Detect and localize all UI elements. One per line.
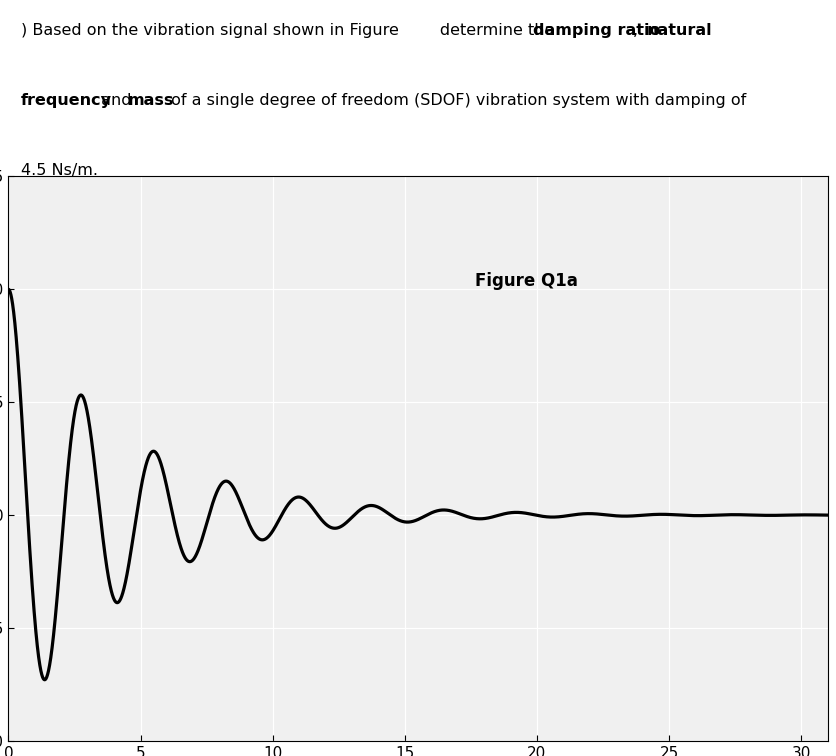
Text: mass: mass bbox=[128, 92, 175, 107]
Text: and: and bbox=[96, 92, 136, 107]
Text: frequency: frequency bbox=[21, 92, 112, 107]
Text: natural: natural bbox=[646, 23, 712, 39]
Text: Figure Q1a: Figure Q1a bbox=[476, 272, 579, 290]
Text: damping ratio: damping ratio bbox=[533, 23, 660, 39]
Text: 4.5 Ns/m.: 4.5 Ns/m. bbox=[21, 163, 98, 178]
Text: ,: , bbox=[633, 23, 643, 39]
Text: ) Based on the vibration signal shown in Figure        determine the: ) Based on the vibration signal shown in… bbox=[21, 23, 559, 39]
Text: of a single degree of freedom (SDOF) vibration system with damping of: of a single degree of freedom (SDOF) vib… bbox=[166, 92, 746, 107]
